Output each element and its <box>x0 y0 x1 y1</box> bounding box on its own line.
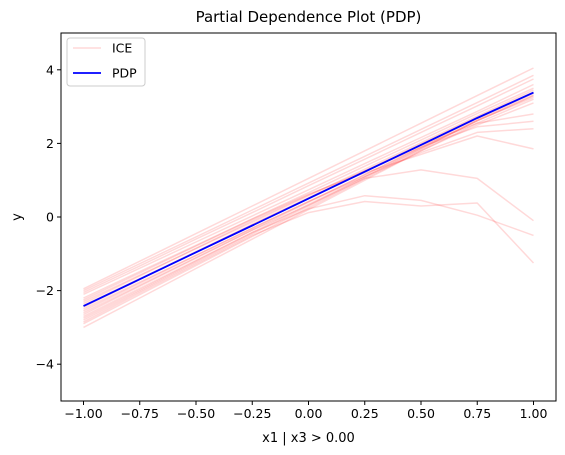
x-tick-label: 0.75 <box>463 406 491 421</box>
ice-line-13 <box>83 102 534 329</box>
ice-line-9 <box>83 93 534 314</box>
chart-title: Partial Dependence Plot (PDP) <box>196 8 422 26</box>
ice-line-4 <box>83 83 534 295</box>
x-tick-label: −1.00 <box>64 406 102 421</box>
y-tick-label: −4 <box>36 357 54 372</box>
legend-box <box>66 37 146 87</box>
x-tick-label: 0.25 <box>351 406 379 421</box>
x-tick-label: 1.00 <box>520 406 548 421</box>
y-tick-label: 4 <box>46 62 54 77</box>
pdp-line-group <box>83 91 534 307</box>
y-tick-label: 0 <box>46 210 54 225</box>
x-tick-label: 0.50 <box>407 406 435 421</box>
x-axis: −1.00 −0.75 −0.50 −0.25 0.00 0.25 0.50 0.75 1.00 <box>64 401 547 421</box>
x-tick-label: −0.50 <box>177 406 215 421</box>
ice-line-1 <box>83 67 534 290</box>
ice-line-18 <box>83 169 534 316</box>
ice-line-10 <box>83 94 534 318</box>
ice-line-2 <box>83 74 534 292</box>
ice-line-16 <box>83 127 534 312</box>
ice-line-6 <box>83 89 534 303</box>
y-axis-label: y <box>10 213 25 221</box>
x-tick-label: −0.25 <box>233 406 271 421</box>
legend-label-pdp: PDP <box>112 66 137 81</box>
ice-line-5 <box>83 87 534 299</box>
x-axis-label: x1 | x3 > 0.00 <box>262 431 355 446</box>
y-tick-label: −2 <box>36 283 54 298</box>
ice-line-15 <box>83 120 534 305</box>
y-axis: −4 −2 0 2 4 <box>36 62 61 372</box>
ice-line-11 <box>83 96 534 321</box>
ice-line-20 <box>83 200 535 323</box>
legend: ICE PDP <box>66 37 146 87</box>
y-tick-label: 2 <box>46 136 54 151</box>
ice-line-12 <box>83 98 534 325</box>
legend-label-ice: ICE <box>112 41 132 56</box>
x-tick-label: −0.75 <box>121 406 159 421</box>
ice-line-19 <box>83 194 534 319</box>
pdp-line <box>83 91 534 307</box>
x-tick-label: 0.00 <box>295 406 323 421</box>
ice-line-17 <box>83 135 534 301</box>
ice-line-3 <box>83 78 534 294</box>
ice-line-8 <box>83 94 534 310</box>
